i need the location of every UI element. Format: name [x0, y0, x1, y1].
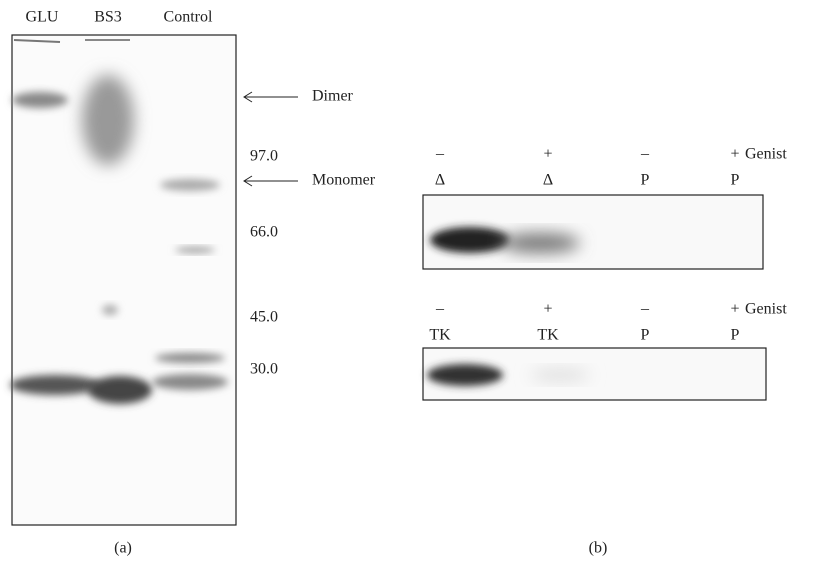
treatment: Genist	[745, 301, 787, 318]
lane-label: Δ	[435, 172, 445, 189]
caption: (a)	[114, 540, 132, 557]
sign: +	[730, 146, 739, 163]
marker: 97.0	[250, 148, 278, 165]
lane-label: Δ	[543, 172, 553, 189]
lane-label: TK	[429, 327, 451, 344]
sign: –	[435, 301, 445, 318]
lane-label: P	[731, 327, 740, 344]
marker: 45.0	[250, 309, 278, 326]
lane-label: TK	[537, 327, 559, 344]
sign: +	[730, 301, 739, 318]
sign: –	[640, 301, 650, 318]
sign: –	[640, 146, 650, 163]
arrow-label: Monomer	[312, 172, 376, 189]
treatment: Genist	[745, 146, 787, 163]
arrow	[243, 91, 298, 187]
blot-a	[10, 34, 237, 526]
arrow-label: Dimer	[312, 88, 354, 105]
lane-label: P	[731, 172, 740, 189]
caption: (b)	[589, 540, 608, 557]
blot-b2	[422, 347, 767, 401]
lane-label: P	[641, 172, 650, 189]
marker: 66.0	[250, 224, 278, 241]
sign: –	[435, 146, 445, 163]
lane-label: P	[641, 327, 650, 344]
lane-label: BS3	[94, 9, 122, 26]
lane-label: GLU	[26, 9, 59, 26]
blot-b1	[422, 194, 764, 270]
marker: 30.0	[250, 361, 278, 378]
sign: +	[543, 146, 552, 163]
lane-label: Control	[164, 9, 213, 26]
sign: +	[543, 301, 552, 318]
